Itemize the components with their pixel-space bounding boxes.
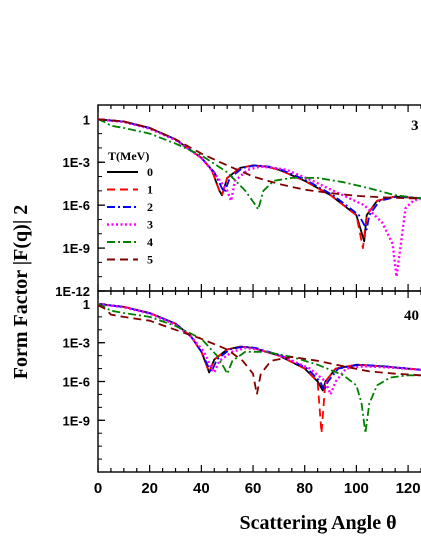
legend-label-3: 3: [147, 218, 153, 232]
legend-label-5: 5: [147, 253, 153, 267]
y-tick-label: 1E-9: [63, 413, 90, 428]
x-tick-label: 0: [94, 480, 102, 497]
legend-label-0: 0: [147, 165, 153, 179]
y-tick-label: 1E-3: [63, 336, 90, 351]
x-tick-label: 60: [245, 480, 262, 497]
series-line-4: [98, 303, 421, 435]
legend-label-2: 2: [147, 200, 153, 214]
x-tick-label: 40: [193, 480, 210, 497]
y-tick-label: 1: [83, 297, 90, 312]
y-tick-label: 1E-6: [63, 198, 90, 213]
x-tick-label: 100: [344, 480, 369, 497]
y-tick-label: 1E-12: [55, 284, 90, 299]
series-line-5: [98, 118, 421, 200]
legend-label-4: 4: [147, 235, 153, 249]
series-line-5: [98, 304, 421, 396]
series-line-4: [98, 118, 421, 211]
series-line-1: [98, 303, 421, 435]
y-tick-label: 1E-9: [63, 241, 90, 256]
legend-title: T(MeV): [108, 149, 149, 163]
x-tick-label: 80: [296, 480, 313, 497]
panel-top: 1 1E-3 1E-6 1E-9 1E-12: [55, 104, 421, 299]
x-tick-label: 120: [396, 480, 421, 497]
y-tick-label: 1: [83, 112, 90, 127]
x-tick-label: 20: [141, 480, 158, 497]
x-axis-title: Scattering Angle θ: [239, 512, 396, 534]
legend: T(MeV) 0 1 2 3 4 5: [107, 149, 153, 267]
y-tick-label: 1E-3: [63, 155, 90, 170]
y-axis-title: Form Factor |F(q)| 2: [10, 205, 32, 380]
panel-label-bottom: 40: [404, 308, 419, 324]
legend-label-1: 1: [147, 183, 153, 197]
panel-bottom: 1 1E-3 1E-6 1E-9 0 20 40 60 80 100 120: [63, 290, 421, 497]
y-tick-label: 1E-6: [63, 375, 90, 390]
panel-label-top: 3: [411, 118, 419, 134]
